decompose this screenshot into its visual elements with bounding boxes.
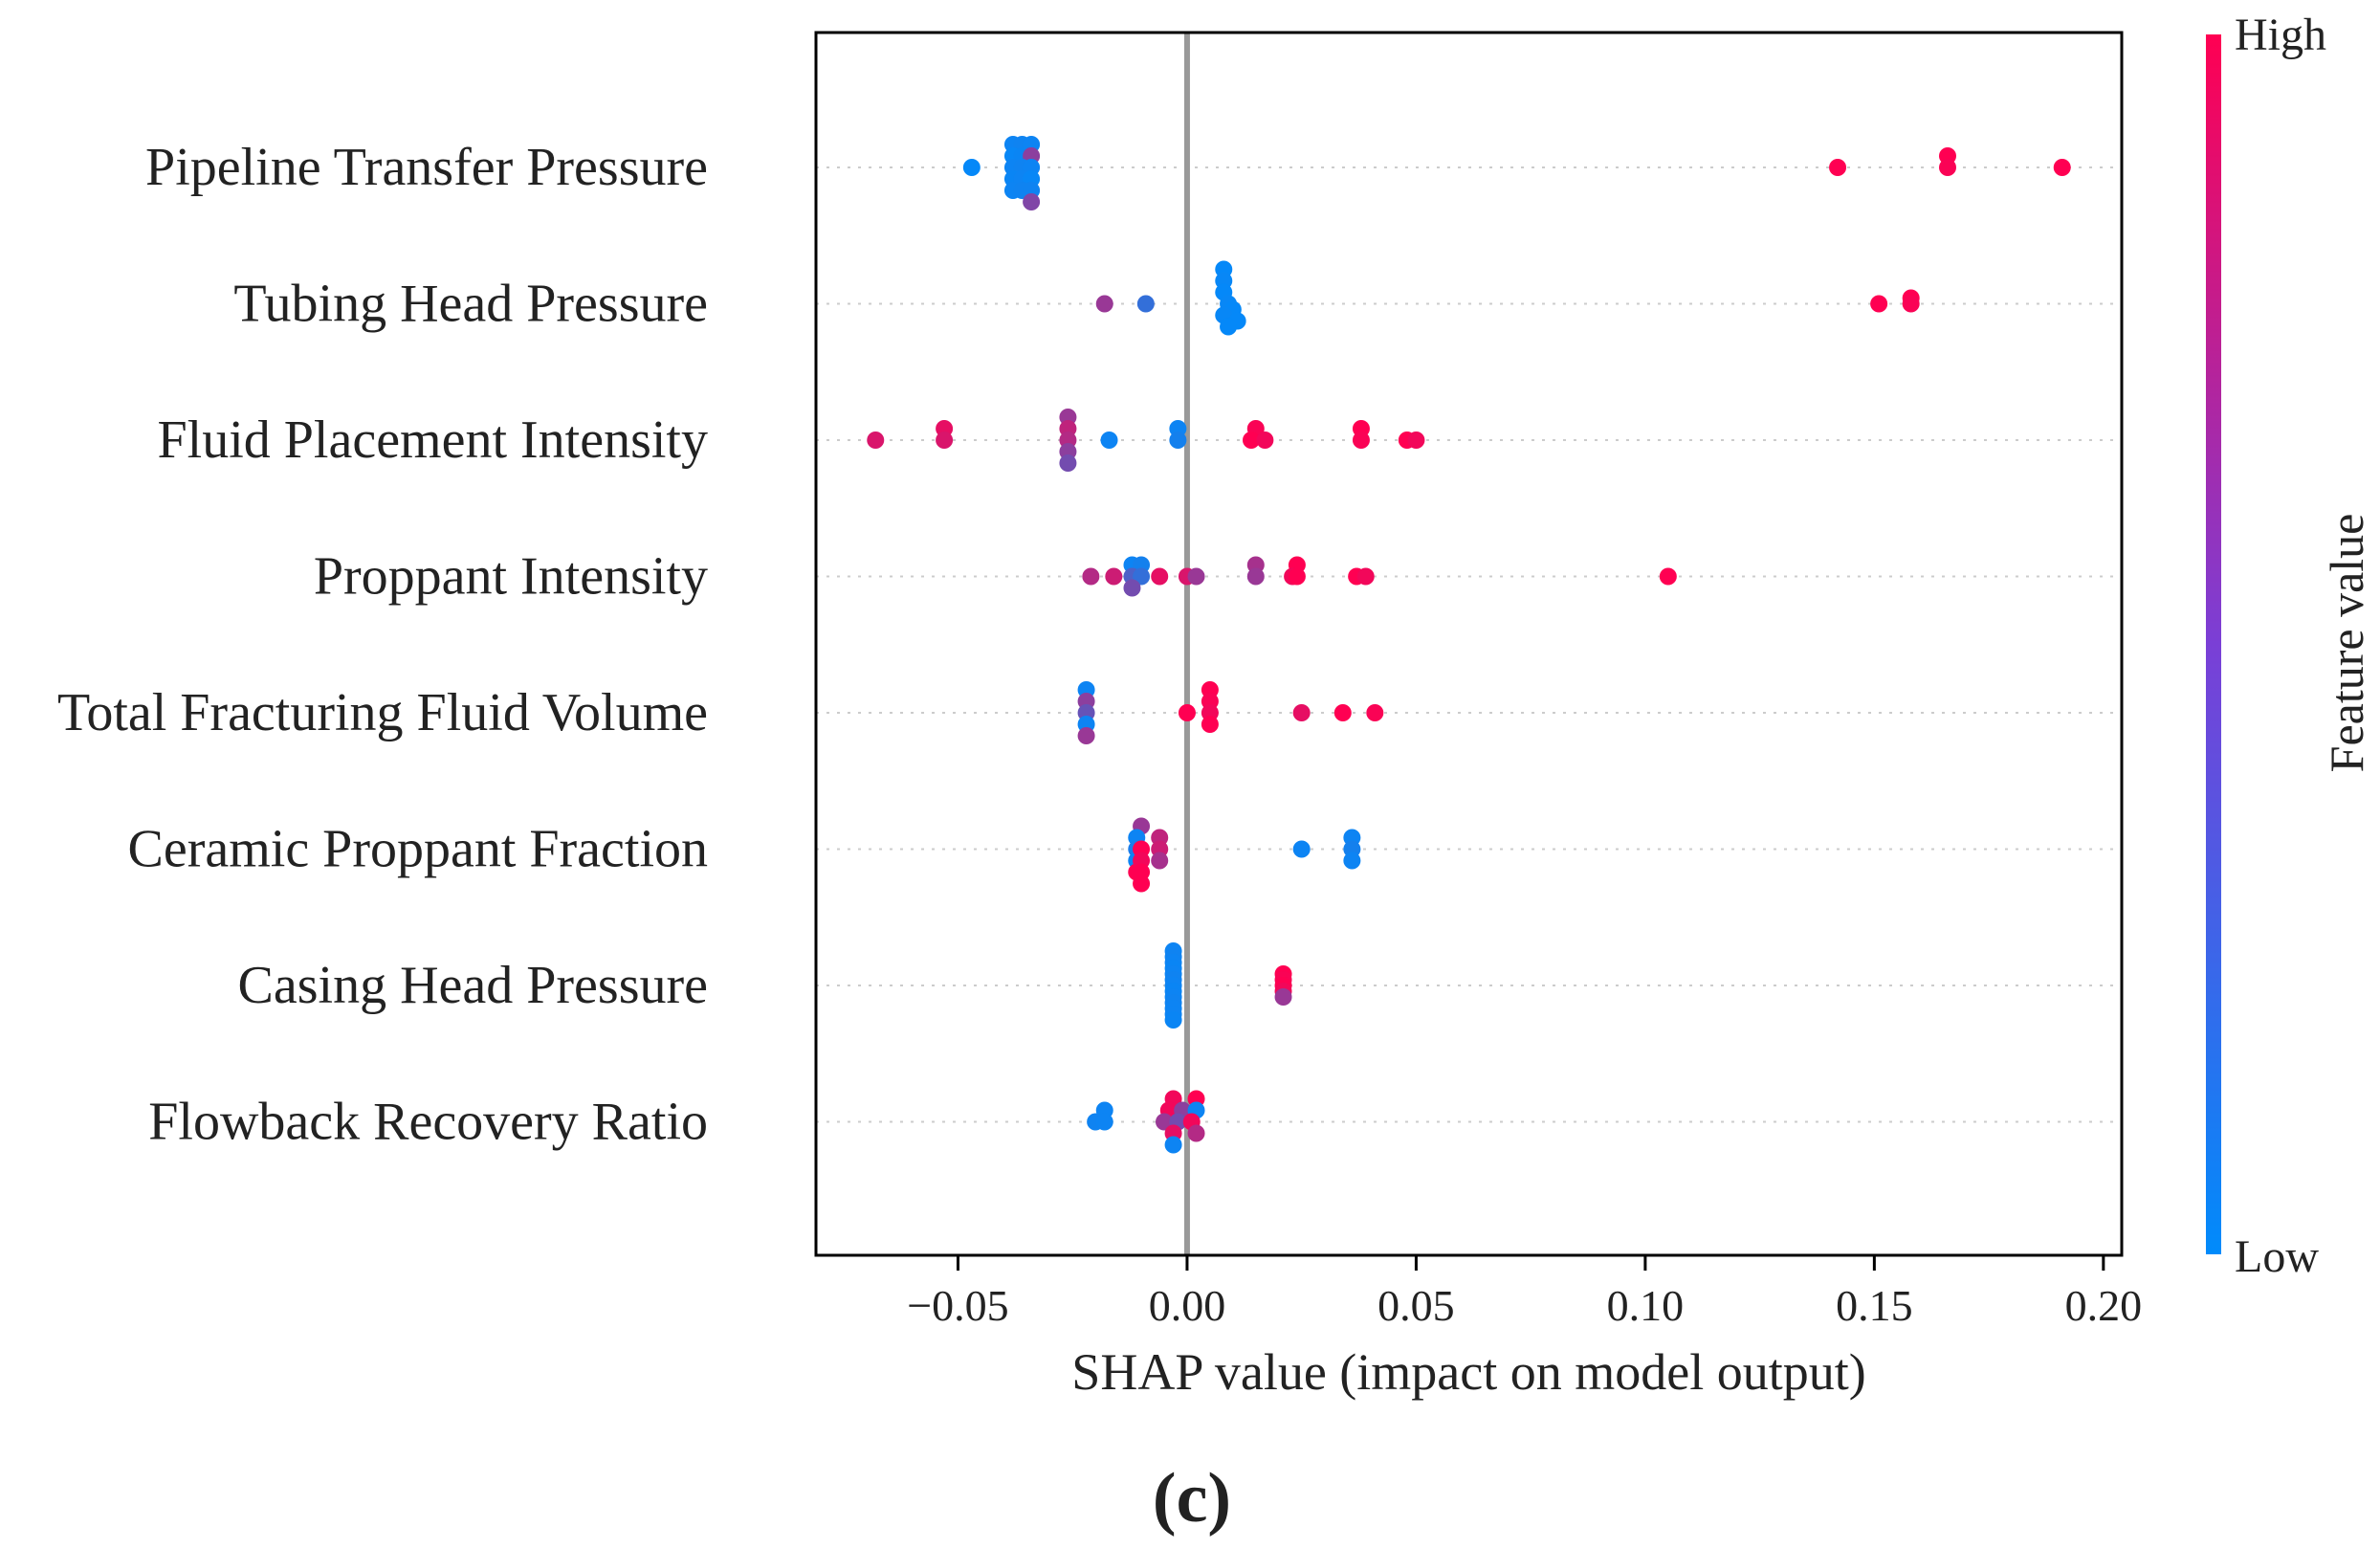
colorbar-low-label: Low — [2235, 1231, 2319, 1282]
shap-point — [1123, 579, 1141, 597]
shap-point — [1151, 567, 1169, 586]
feature-labels: Pipeline Transfer Pressure Tubing Head Pr… — [57, 138, 708, 1152]
shap-point — [1178, 704, 1196, 721]
plot-frame — [814, 31, 2124, 1257]
shap-point — [1870, 295, 1888, 313]
shap-point — [1659, 567, 1677, 586]
colorbar-high-label: High — [2235, 10, 2326, 60]
shap-point — [1169, 432, 1187, 449]
feature-label: Casing Head Pressure — [238, 956, 708, 1015]
feature-label: Flowback Recovery Ratio — [148, 1093, 708, 1152]
shap-point — [1356, 567, 1375, 586]
figure-label: (c) — [1153, 1459, 1231, 1538]
shap-point — [1256, 432, 1274, 449]
shap-point — [1333, 704, 1352, 721]
shap-point — [1095, 295, 1113, 313]
shap-point — [1164, 1011, 1182, 1029]
shap-point — [1292, 704, 1311, 721]
row-grid-lines — [816, 166, 2122, 1123]
shap-point — [1201, 716, 1219, 733]
shap-point — [1288, 567, 1306, 586]
shap-point — [867, 432, 885, 449]
colorbar — [2206, 34, 2221, 1254]
shap-point — [2053, 159, 2071, 176]
shap-point — [1023, 193, 1041, 210]
shap-point — [1220, 318, 1238, 336]
shap-point — [1292, 840, 1311, 858]
shap-point — [1902, 295, 1920, 313]
feature-label: Pipeline Transfer Pressure — [145, 138, 708, 197]
shap-point — [1274, 988, 1292, 1006]
shap-point — [1343, 852, 1361, 870]
x-tick-label: 0.05 — [1377, 1281, 1455, 1330]
shap-point — [1156, 1113, 1173, 1131]
shap-points — [867, 136, 2071, 1154]
shap-point — [1407, 432, 1425, 449]
feature-label: Ceramic Proppant Fraction — [127, 820, 708, 879]
shap-point — [1187, 1124, 1205, 1142]
shap-point — [1082, 567, 1100, 586]
feature-label: Proppant Intensity — [314, 547, 708, 607]
feature-label: Fluid Placement Intensity — [158, 410, 708, 470]
shap-point — [1077, 727, 1095, 744]
shap-point — [1133, 874, 1151, 893]
shap-point — [1059, 454, 1077, 472]
shap-point — [1829, 159, 1847, 176]
shap-point — [962, 159, 981, 176]
x-tick-label: 0.00 — [1149, 1281, 1226, 1330]
x-tick-label: 0.15 — [1836, 1281, 1913, 1330]
shap-point — [1133, 567, 1151, 586]
shap-point — [1366, 704, 1384, 721]
shap-point — [1187, 567, 1205, 586]
shap-point — [1105, 567, 1123, 586]
feature-label: Total Fracturing Fluid Volume — [57, 683, 708, 742]
shap-point — [1243, 432, 1260, 449]
shap-point — [1352, 432, 1370, 449]
shap-point — [1151, 852, 1169, 870]
x-tick-label: 0.20 — [2065, 1281, 2143, 1330]
shap-point — [1100, 432, 1118, 449]
x-tick-label: −0.05 — [907, 1281, 1008, 1330]
shap-point — [936, 432, 954, 449]
x-tick-label: 0.10 — [1607, 1281, 1685, 1330]
x-axis-label: SHAP value (impact on model output) — [1071, 1343, 1865, 1401]
colorbar-title: Feature value — [2320, 514, 2373, 773]
shap-point — [1164, 1136, 1182, 1154]
x-axis-ticks: −0.05 0.00 0.05 0.10 0.15 0.20 — [907, 1255, 2142, 1330]
shap-point — [1246, 567, 1265, 586]
feature-label: Tubing Head Pressure — [233, 275, 708, 334]
shap-point — [1095, 1113, 1113, 1131]
shap-point — [1939, 159, 1956, 176]
shap-point — [1136, 295, 1155, 313]
